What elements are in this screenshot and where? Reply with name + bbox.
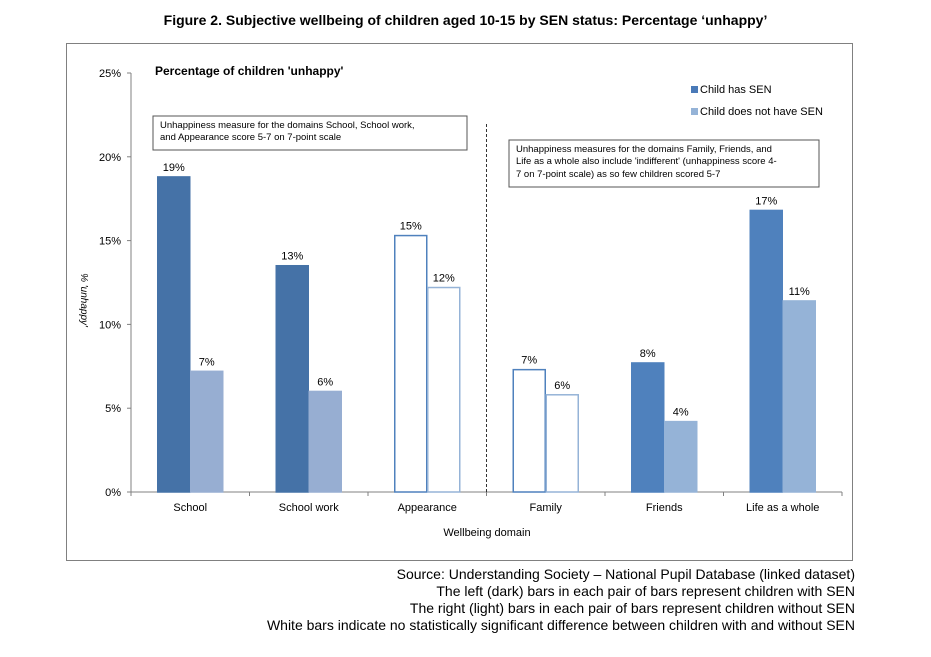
annotation-right-text: Unhappiness measures for the domains Fam…: [516, 144, 779, 180]
bar-no-sen: [427, 286, 461, 493]
bar-sen: [512, 368, 546, 493]
data-label-sen: 19%: [163, 162, 185, 174]
note-source: Source: Understanding Society – National…: [396, 566, 855, 582]
y-tick-label: 5%: [105, 403, 121, 415]
annotation-right-line: Unhappiness measures for the domains Fam…: [516, 144, 772, 155]
y-axis-label: % 'unhappy': [78, 273, 89, 328]
bar-sen: [275, 264, 309, 493]
y-tick-label: 20%: [99, 152, 121, 164]
y-tick-label: 15%: [99, 236, 121, 248]
data-label-sen: 7%: [521, 355, 537, 367]
x-tick-label: School work: [279, 502, 339, 514]
data-label-sen: 8%: [640, 348, 656, 360]
chart-frame: Percentage of children 'unhappy' % 'unha…: [66, 43, 853, 561]
x-tick-label: Family: [530, 502, 563, 514]
legend-label-sen: Child has SEN: [700, 84, 772, 96]
x-tick-label: School: [173, 502, 207, 514]
data-label-sen: 17%: [755, 195, 777, 207]
plot-area: 0% 5% 10% 15% 20% 25% 19% 7% School 13% 6% School w…: [99, 68, 843, 514]
y-tick-label: 25%: [99, 68, 121, 80]
data-label-no-sen: 11%: [789, 286, 810, 298]
y-tick-label: 10%: [99, 319, 121, 331]
data-label-sen: 15%: [400, 221, 422, 233]
annotation-left-line: and Appearance score 5-7 on 7-point scal…: [160, 132, 341, 143]
figure-notes: Source: Understanding Society – National…: [267, 566, 855, 634]
bar-no-sen: [308, 390, 342, 493]
data-label-no-sen: 7%: [199, 356, 215, 368]
data-label-sen: 13%: [281, 251, 303, 263]
figure-title: Figure 2. Subjective wellbeing of childr…: [163, 12, 768, 28]
note-right-bars: The right (light) bars in each pair of b…: [409, 600, 855, 616]
annotation-box-right: [508, 139, 820, 188]
legend-label-no-sen: Child does not have SEN: [700, 106, 823, 118]
x-tick-label: Appearance: [398, 502, 457, 514]
x-tick-label: Friends: [646, 502, 683, 514]
bar-sen: [631, 362, 665, 493]
data-label-no-sen: 12%: [433, 273, 455, 285]
y-tick-label: 0%: [105, 487, 121, 499]
note-left-bars: The left (dark) bars in each pair of bar…: [436, 583, 855, 599]
bar-sen: [749, 209, 783, 493]
data-label-no-sen: 4%: [673, 407, 689, 419]
note-white-bars: White bars indicate no statistically sig…: [266, 617, 855, 633]
bar-sen: [394, 234, 428, 493]
annotation-left-text: Unhappiness measure for the domains Scho…: [160, 120, 417, 143]
data-label-no-sen: 6%: [554, 380, 570, 392]
x-tick-label: Life as a whole: [746, 502, 819, 514]
bar-no-sen: [545, 394, 579, 493]
annotation-box-left: [152, 115, 468, 151]
bar-sen: [157, 176, 191, 493]
annotation-left-line: Unhappiness measure for the domains Scho…: [160, 120, 415, 131]
bar-no-sen: [782, 300, 816, 493]
bar-no-sen: [190, 370, 224, 493]
annotation-right-line: Life as a whole also include 'indifferen…: [516, 156, 777, 167]
data-label-no-sen: 6%: [317, 376, 333, 388]
bar-chart: Percentage of children 'unhappy' % 'unha…: [78, 64, 843, 539]
annotation-right-line: 7 on 7-point scale) as so few children s…: [516, 169, 720, 180]
legend-swatch-no-sen: [691, 108, 698, 115]
x-axis-label: Wellbeing domain: [443, 527, 530, 539]
chart-title: Percentage of children 'unhappy': [155, 64, 344, 78]
legend-swatch-sen: [691, 86, 698, 93]
bar-no-sen: [664, 420, 698, 493]
